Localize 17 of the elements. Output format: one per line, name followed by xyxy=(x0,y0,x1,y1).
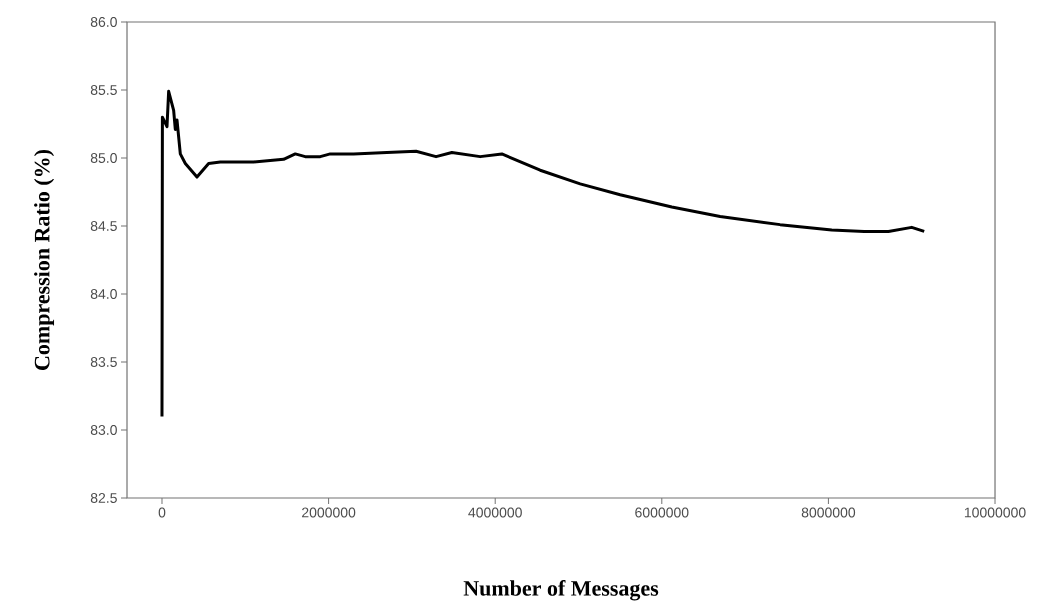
x-tick-label: 2000000 xyxy=(302,507,356,518)
y-tick-label: 85.0 xyxy=(90,153,117,163)
y-tick-label: 83.5 xyxy=(90,357,117,367)
y-tick-label: 84.0 xyxy=(90,289,117,299)
y-tick-label: 86.0 xyxy=(90,17,117,27)
x-tick-label: 6000000 xyxy=(635,507,689,518)
x-tick-label: 0 xyxy=(158,507,166,518)
x-tick-label: 4000000 xyxy=(468,507,522,518)
y-tick-label: 83.0 xyxy=(90,425,117,435)
y-axis-title: Compression Ratio (%) xyxy=(34,149,55,370)
x-tick-label: 8000000 xyxy=(801,507,856,518)
x-axis-title: Number of Messages xyxy=(463,580,659,601)
y-tick-label: 84.5 xyxy=(90,221,117,231)
y-tick-label: 82.5 xyxy=(90,493,117,503)
y-tick-label: 85.5 xyxy=(90,85,117,95)
line-series xyxy=(160,89,926,418)
x-tick-label: 10000000 xyxy=(964,507,1026,518)
